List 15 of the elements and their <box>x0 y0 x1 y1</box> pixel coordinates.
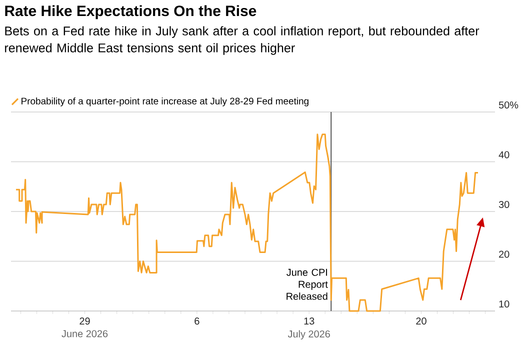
x-tick-label: 6 <box>194 318 200 325</box>
y-tick-label: 10 <box>499 300 510 308</box>
text: June 2026 <box>62 330 108 338</box>
chart-subtitle: Bets on a Fed rate hike in July sank after a cool inflation report, but rebounded after renewed Middle East tensions sent oil prices higher <box>5 26 480 55</box>
ref-line-label: June CPI Report Released <box>286 268 328 300</box>
y-tick-label: 30 <box>498 200 510 208</box>
x-tick-label: 13 <box>304 318 314 325</box>
text: July 2026 <box>288 330 330 340</box>
y-tick-label: 50% <box>498 101 518 109</box>
chart-title: Rate Hike Expectations On the Rise <box>5 5 256 20</box>
legend-label: Probability of a quarter-point rate increase at July 28-29 Fed meeting <box>22 97 308 106</box>
x-tick-label: 20 <box>416 318 426 325</box>
y-tick-label: 40 <box>498 151 510 158</box>
y-tick-label: 20 <box>499 250 510 258</box>
x-tick-label: 29 <box>80 318 90 325</box>
